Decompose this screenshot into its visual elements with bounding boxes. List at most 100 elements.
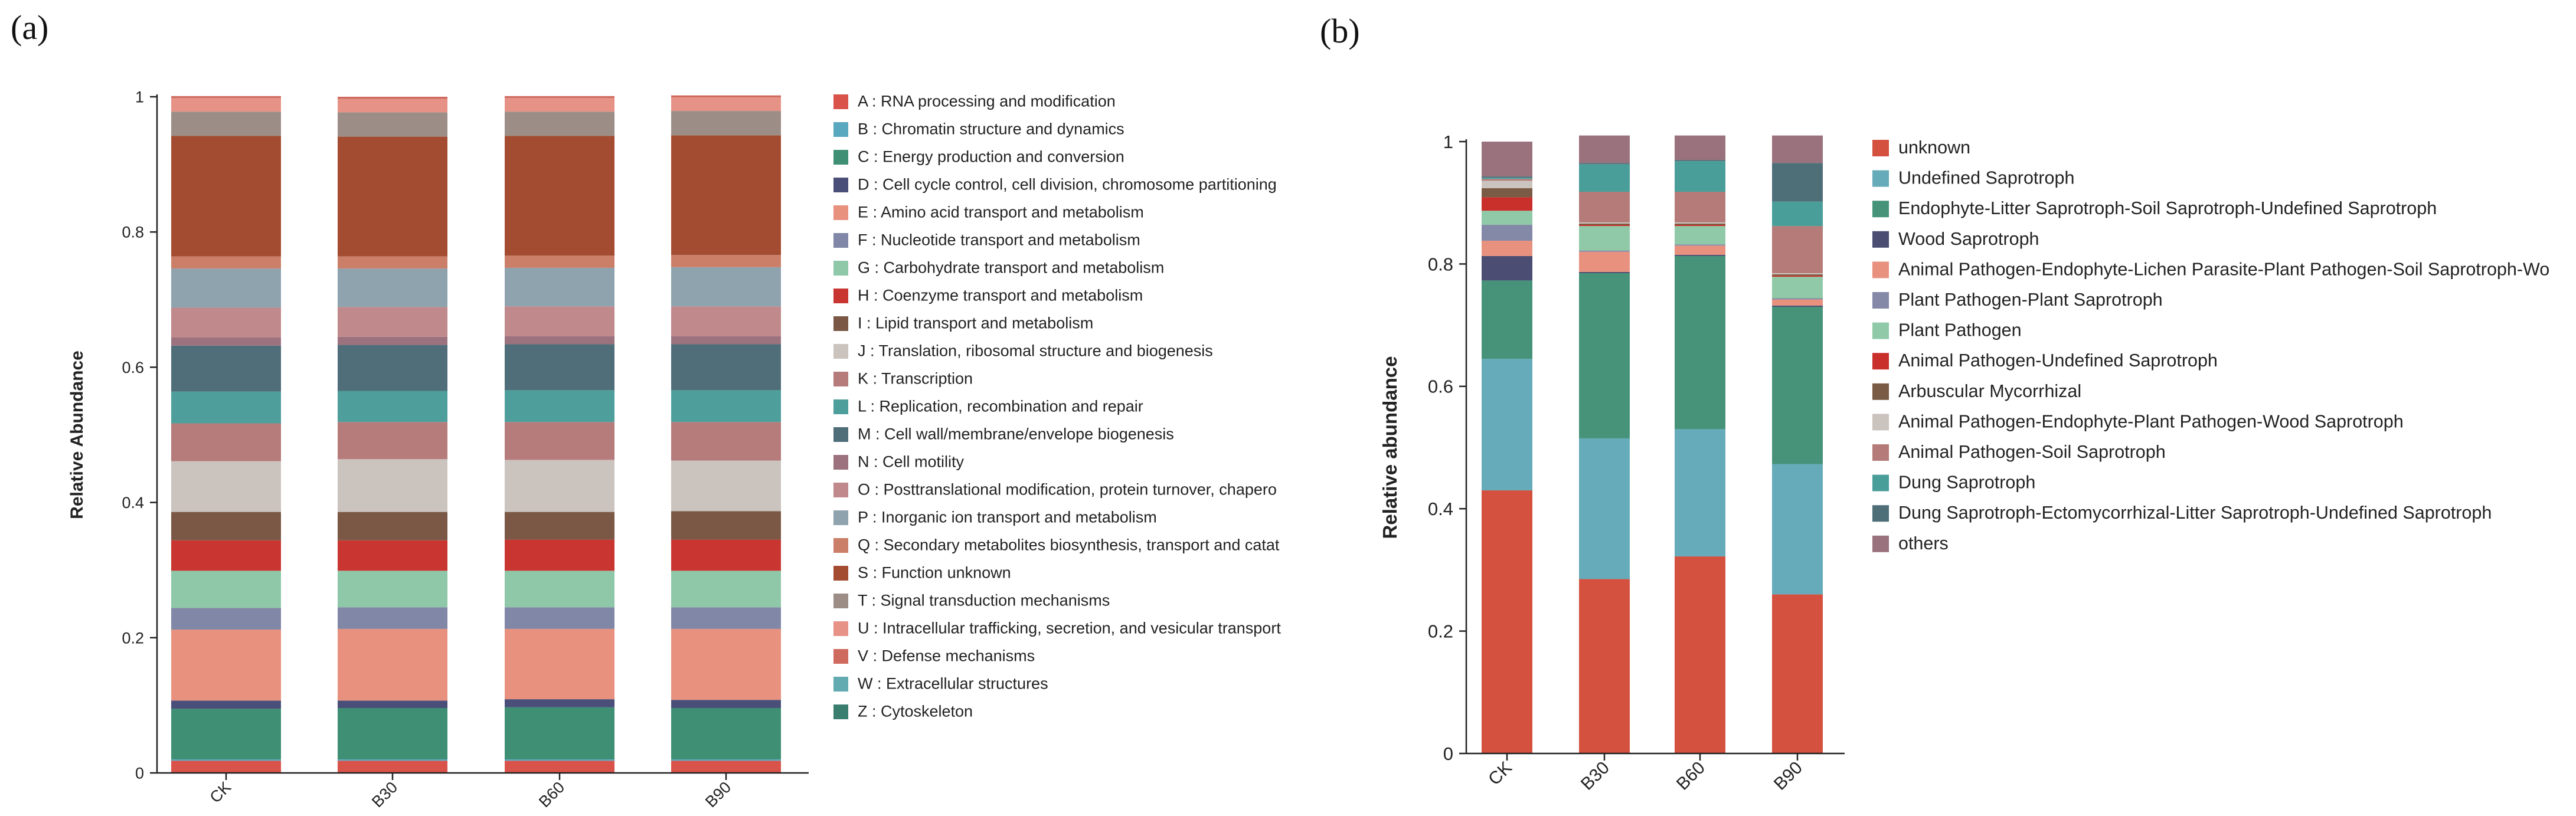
legend-label: Plant Pathogen [1898,320,2022,340]
bar-segment [171,268,281,308]
bar-segment [338,540,447,571]
bar-segment [671,306,781,336]
panel-label-a: (a) [11,8,48,47]
bar-segment [671,255,781,267]
bar-segment [671,628,781,700]
bar-segment [1675,225,1725,227]
bar-segment [1675,226,1725,245]
bar-segment [1675,192,1725,222]
y-tick-label: 0.6 [122,359,144,376]
bar-segment [1772,306,1823,464]
bar-segment [1675,245,1725,255]
bar-segment [671,422,781,461]
bar-segment [1675,244,1725,246]
legend-swatch [833,455,848,470]
bar-segment [505,607,614,629]
bar-segment [171,345,281,392]
legend-swatch [833,178,848,192]
bar-segment [1675,222,1725,224]
legend-swatch [833,94,848,109]
legend-swatch [1872,231,1889,248]
legend-label: Arbuscular Mycorrhizal [1898,381,2081,401]
bar-segment [1772,274,1823,276]
bar-segment [1482,178,1532,179]
bar-segment [171,96,281,99]
bar-segment [505,267,614,307]
bar-segment [671,135,781,255]
legend-label: U : Intracellular trafficking, secretion… [858,620,1281,637]
bar-segment [671,97,781,112]
legend: unknown Undefined Saprotroph Endophyte-Lit… [1872,137,2549,553]
legend-swatch [833,122,848,137]
bar-segment [338,256,447,269]
legend-label: D : Cell cycle control, cell division, c… [858,176,1277,194]
legend-label: Animal Pathogen-Undefined Saprotroph [1898,350,2218,371]
legend-swatch [1872,474,1889,491]
bar-segment [1772,201,1823,227]
bar-segment [171,761,281,773]
bar-segment [338,136,447,257]
bar-segment [1579,273,1630,438]
bar-segment [1482,240,1532,256]
bar-segment [171,112,281,136]
bar-segment [338,707,447,760]
bar-segment [671,95,781,98]
legend-label: S : Function unknown [858,564,1011,582]
bar-segment [171,709,281,760]
legend-swatch [1872,170,1889,187]
bar-segment [171,461,281,512]
bar-segment [1482,188,1532,198]
bar-segment [671,761,781,773]
legend-label: H : Coenzyme transport and metabolism [858,287,1143,304]
legend: A : RNA processing and modification B : C… [833,93,1281,720]
legend-swatch [833,150,848,165]
bar-segment [505,136,614,256]
legend-swatch [1872,292,1889,309]
bar-segment [1579,271,1630,273]
bar-segment [505,571,614,608]
bar-segment [1482,179,1532,181]
bar-segment [1579,438,1630,579]
legend-label: P : Inorganic ion transport and metaboli… [858,509,1157,526]
bar-segment [1482,490,1532,753]
legend-label: I : Lipid transport and metabolism [858,314,1093,332]
bar-segment [1579,163,1630,165]
bar-segment [1482,225,1532,241]
panel-label-b: (b) [1320,12,1360,50]
bar-segment [505,460,614,512]
bar-segment [1579,192,1630,222]
bar-segment [338,512,447,540]
legend-label: G : Carbohydrate transport and metabolis… [858,259,1164,277]
bar-segment [505,422,614,460]
y-tick-label: 0 [1443,743,1453,764]
legend-swatch [1872,261,1889,278]
bar-segment [171,256,281,269]
bar-segment [171,540,281,571]
legend-swatch [833,233,848,248]
legend-label: Animal Pathogen-Soil Saprotroph [1898,442,2166,462]
legend-swatch [1872,322,1889,339]
legend-label: Z : Cytoskeleton [858,703,973,720]
bar-segment [505,761,614,773]
bar-segment [1675,254,1725,256]
bar-segment [505,344,614,391]
legend-label: Animal Pathogen-Endophyte-Lichen Parasit… [1898,259,2549,279]
bar-segment [505,512,614,540]
bar-segment [171,630,281,701]
legend-swatch [1872,444,1889,461]
bar-segment [338,700,447,708]
bar-segment [171,608,281,630]
bar-segment [1482,359,1532,491]
bar-segment [505,96,614,99]
y-tick-label: 0.2 [1428,621,1453,641]
bar-segment [671,571,781,608]
bar-segment [1675,429,1725,557]
legend-swatch [833,677,848,692]
bar-segment [338,307,447,337]
bar-segment [338,99,447,113]
bar-segment [1772,305,1823,307]
y-tick-label: 0.4 [1428,499,1453,519]
legend-label: M : Cell wall/membrane/envelope biogenes… [858,425,1174,443]
bar-segment [171,307,281,337]
